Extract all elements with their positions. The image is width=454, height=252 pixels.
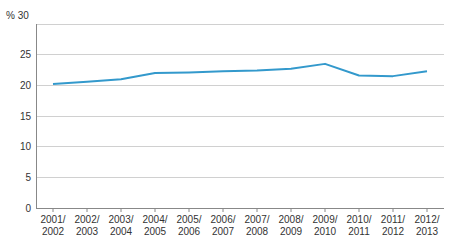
- x-axis: [36, 208, 444, 209]
- grid-line: [36, 146, 444, 147]
- x-tick-label: 2010/2011: [346, 214, 371, 237]
- x-ticks: 2001/2002 2002/2003 2003/2004 2004/2005 2005…: [40, 208, 439, 237]
- x-tick: [257, 208, 258, 212]
- x-tick-label: 2007/2008: [244, 214, 269, 237]
- x-tick-label: 2008/2009: [278, 214, 303, 237]
- x-tick-label: 2006/2007: [210, 214, 235, 237]
- x-tick-label: 2002/2003: [74, 214, 99, 237]
- x-tick-label: 2005/2006: [176, 214, 201, 237]
- y-tick-labels: 0 5 10 15 20 25 % 30: [6, 10, 31, 214]
- x-tick-label: 2001/2002: [40, 214, 65, 237]
- x-tick: [427, 208, 428, 212]
- x-tick: [189, 208, 190, 212]
- x-tick: [87, 208, 88, 212]
- chart: 0 5 10 15 20 25 % 30 2001/2002 2002/2003 2003/200…: [0, 0, 454, 252]
- y-axis: [36, 24, 37, 208]
- grid-line: [36, 85, 444, 86]
- x-tick-label: 2011/2012: [381, 214, 406, 237]
- y-tick-label: 25: [20, 49, 32, 60]
- grid: [36, 24, 444, 208]
- x-tick: [359, 208, 360, 212]
- x-tick: [393, 208, 394, 212]
- y-tick-label: 10: [20, 141, 32, 152]
- grid-line: [36, 208, 444, 209]
- x-tick: [155, 208, 156, 212]
- grid-line: [36, 116, 444, 117]
- x-tick: [53, 208, 54, 212]
- grid-line: [36, 54, 444, 55]
- line: [53, 64, 427, 84]
- grid-line: [36, 177, 444, 178]
- x-tick-label: 2003/2004: [108, 214, 133, 237]
- x-tick-label: 2012/2013: [414, 214, 439, 237]
- series: [53, 64, 427, 84]
- chart-container: 0 5 10 15 20 25 % 30 2001/2002 2002/2003 2003/200…: [0, 0, 454, 252]
- y-tick-label: 20: [20, 80, 32, 91]
- x-tick-label: 2009/2010: [312, 214, 337, 237]
- x-tick: [121, 208, 122, 212]
- grid-line: [36, 24, 444, 25]
- x-tick: [223, 208, 224, 212]
- y-tick-label: 15: [20, 111, 32, 122]
- x-tick: [325, 208, 326, 212]
- x-tick: [291, 208, 292, 212]
- x-tick-label: 2004/2005: [142, 214, 167, 237]
- y-tick-label: % 30: [6, 10, 29, 21]
- y-tick-label: 0: [25, 203, 31, 214]
- y-tick-label: 5: [25, 172, 31, 183]
